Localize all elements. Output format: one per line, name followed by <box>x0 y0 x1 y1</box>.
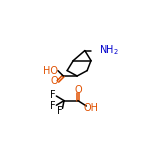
Text: OH: OH <box>83 103 98 113</box>
Text: O: O <box>51 76 59 86</box>
Text: NH$_2$: NH$_2$ <box>99 44 119 57</box>
Text: O: O <box>74 85 82 95</box>
Text: HO: HO <box>43 66 58 76</box>
Text: F: F <box>50 90 55 100</box>
Text: F: F <box>50 101 55 111</box>
Text: F: F <box>57 106 63 116</box>
